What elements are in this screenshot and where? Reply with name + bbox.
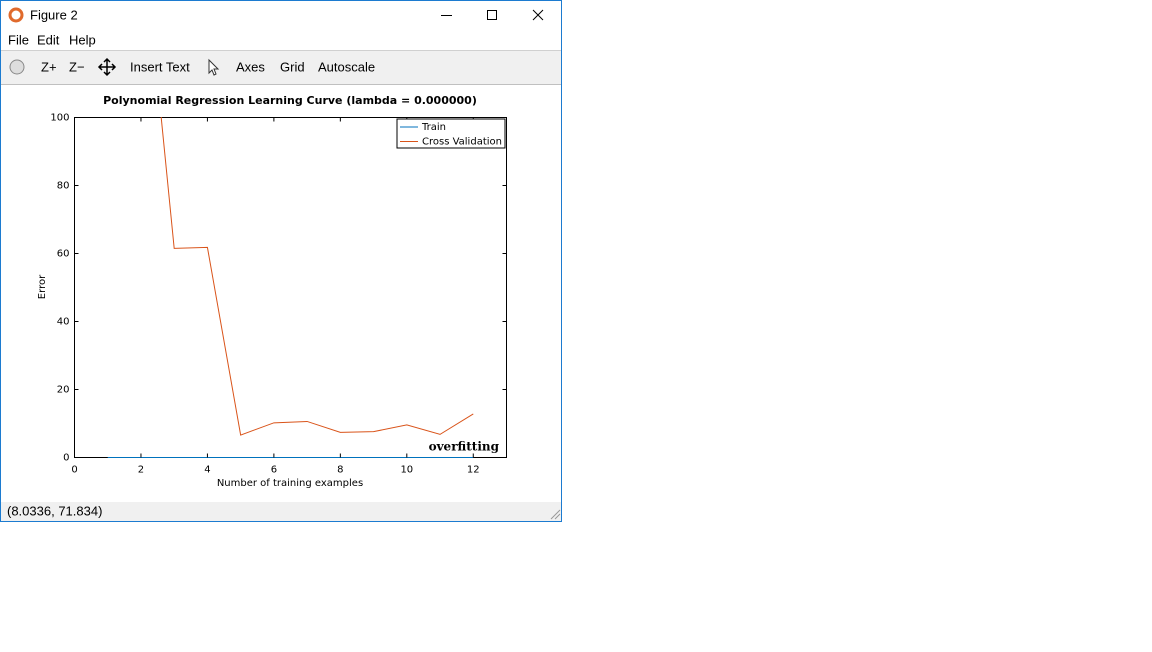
x-tick-label: 12 — [467, 465, 480, 476]
status-bar — [1, 502, 561, 521]
select-icon[interactable] — [208, 58, 220, 76]
x-tick-label: 6 — [271, 465, 277, 476]
axes-box — [74, 117, 507, 458]
menu-bar — [1, 30, 561, 50]
series-line — [160, 117, 474, 436]
annotation: overfitting — [429, 440, 500, 454]
menu-item[interactable]: File — [8, 32, 29, 47]
x-tick-label: 2 — [138, 465, 144, 476]
x-tick-label: 4 — [204, 465, 210, 476]
toolbar-button[interactable]: Autoscale — [318, 59, 375, 74]
y-tick-label: 40 — [57, 317, 70, 328]
toolbar-button[interactable]: Z− — [69, 59, 85, 74]
y-axis-label: Error — [37, 274, 48, 299]
toolbar-button[interactable]: Z+ — [41, 59, 57, 74]
menu-item[interactable]: Help — [69, 32, 96, 47]
x-axis-label: Number of training examples — [217, 478, 363, 489]
y-tick-label: 0 — [63, 453, 69, 464]
x-tick-label: 10 — [400, 465, 413, 476]
rotate-icon[interactable] — [9, 59, 25, 75]
resize-grip — [550, 509, 561, 520]
x-tick-label: 8 — [337, 465, 343, 476]
menu-item[interactable]: Edit — [37, 32, 60, 47]
legend-box — [396, 118, 506, 149]
pan-icon[interactable] — [97, 57, 117, 77]
toolbar-button[interactable]: Insert Text — [130, 59, 190, 74]
y-tick-label: 100 — [50, 113, 69, 124]
chart-title: Polynomial Regression Learning Curve (la… — [103, 94, 477, 107]
toolbar-button[interactable]: Axes — [236, 59, 265, 74]
app-icon — [8, 7, 24, 23]
y-tick-label: 60 — [57, 249, 70, 260]
legend-label: Cross Validation — [422, 137, 502, 148]
y-tick-label: 20 — [57, 385, 70, 396]
legend-label: Train — [421, 122, 446, 133]
x-tick-label: 0 — [71, 465, 77, 476]
plot-area — [107, 117, 474, 458]
close-button[interactable] — [532, 9, 544, 21]
status-text: (8.0336, 71.834) — [7, 503, 102, 518]
window-title: Figure 2 — [30, 7, 78, 22]
toolbar-button[interactable]: Grid — [280, 59, 305, 74]
maximize-button[interactable] — [487, 10, 497, 20]
y-tick-label: 80 — [57, 181, 70, 192]
toolbar — [1, 51, 561, 84]
